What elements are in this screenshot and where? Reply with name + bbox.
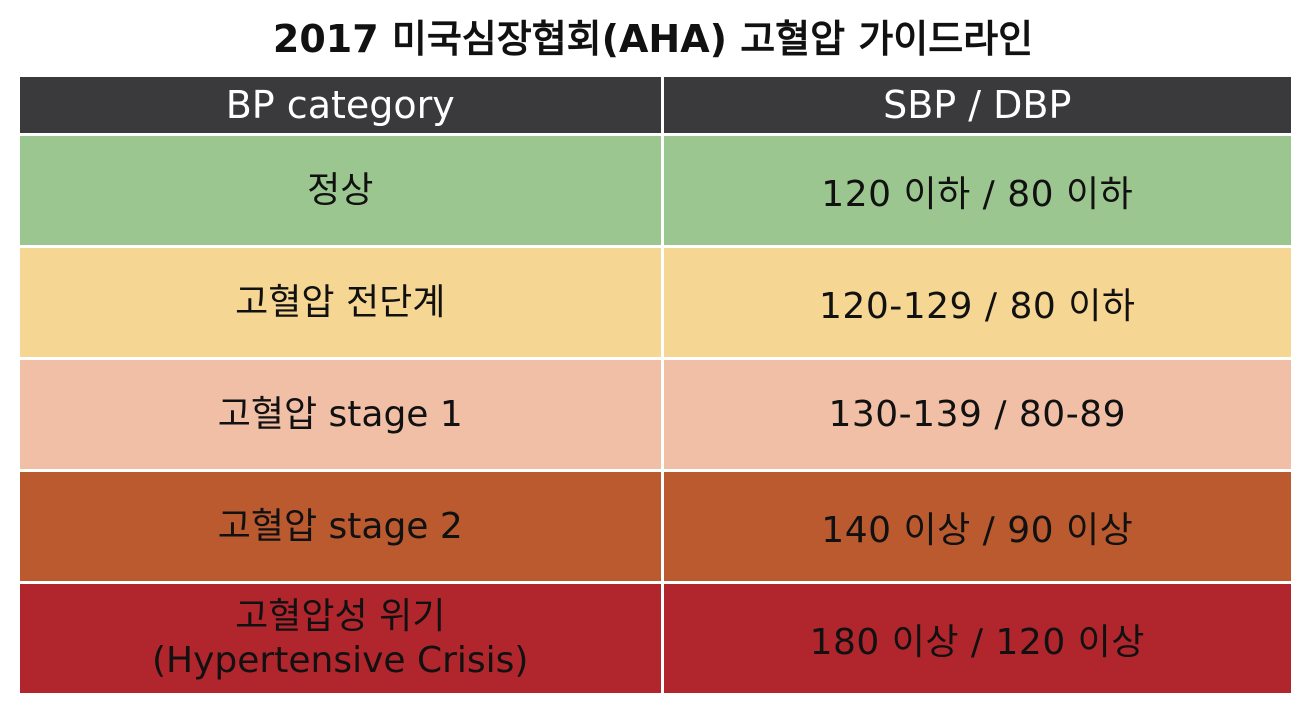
category-label: 고혈압 전단계 xyxy=(235,281,446,323)
table-row-elevated: 고혈압 전단계 120-129 / 80 이하 xyxy=(20,246,1291,360)
value-cell: 120 이하 / 80 이하 xyxy=(662,134,1291,248)
bp-value: 140 이상 / 90 이상 xyxy=(821,509,1134,551)
category-cell: 고혈압 전단계 xyxy=(20,246,664,360)
page-title: 2017 미국심장협회(AHA) 고혈압 가이드라인 xyxy=(272,17,1034,61)
table-row-stage-2: 고혈압 stage 2 140 이상 / 90 이상 xyxy=(20,470,1291,584)
bp-value: 120 이하 / 80 이하 xyxy=(821,173,1134,215)
category-label: 고혈압 stage 2 xyxy=(217,505,463,547)
bp-value: 120-129 / 80 이하 xyxy=(819,285,1136,327)
bp-value: 130-139 / 80-89 xyxy=(828,394,1127,435)
category-label: 정상 xyxy=(307,169,374,211)
header-sbp-dbp: SBP / DBP xyxy=(662,77,1291,136)
table-row-normal: 정상 120 이하 / 80 이하 xyxy=(20,134,1291,248)
header-bp-category: BP category xyxy=(20,77,664,136)
bp-guideline-table: BP category SBP / DBP 정상 120 이하 / 80 이하 … xyxy=(20,77,1291,693)
value-cell: 120-129 / 80 이하 xyxy=(662,246,1291,360)
category-cell: 고혈압성 위기 (Hypertensive Crisis) xyxy=(20,582,664,693)
category-cell: 고혈압 stage 2 xyxy=(20,470,664,584)
table-header-row: BP category SBP / DBP xyxy=(20,77,1291,136)
value-cell: 180 이상 / 120 이상 xyxy=(662,582,1291,693)
value-cell: 130-139 / 80-89 xyxy=(662,358,1291,472)
category-sublabel: (Hypertensive Crisis) xyxy=(152,639,529,681)
value-cell: 140 이상 / 90 이상 xyxy=(662,470,1291,584)
table-row-stage-1: 고혈압 stage 1 130-139 / 80-89 xyxy=(20,358,1291,472)
category-label: 고혈압 stage 1 xyxy=(217,393,463,435)
category-label: 고혈압성 위기 xyxy=(235,595,446,637)
category-cell: 고혈압 stage 1 xyxy=(20,358,664,472)
table-row-crisis: 고혈압성 위기 (Hypertensive Crisis) 180 이상 / 1… xyxy=(20,582,1291,693)
category-cell: 정상 xyxy=(20,134,664,248)
bp-value: 180 이상 / 120 이상 xyxy=(809,621,1145,663)
